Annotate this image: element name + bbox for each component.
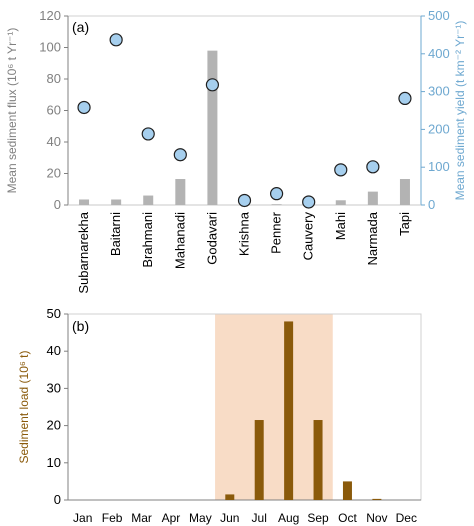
panel-a-category-label: Mahanadi	[172, 212, 187, 269]
panel-a-left-tick-label: 100	[39, 40, 61, 55]
panel-b-month-label: Aug	[278, 511, 299, 525]
panel-a-flux-bar	[335, 200, 346, 205]
panel-b-month-label: Feb	[102, 511, 123, 525]
panel-b-load-bar	[372, 498, 382, 500]
panel-b-y-tick-label: 30	[47, 380, 61, 395]
panel-b-month-label: Jul	[252, 511, 267, 525]
panel-b-y-tick-label: 50	[47, 306, 61, 321]
panel-a-flux-bar	[367, 191, 378, 205]
panel-a-yield-point	[77, 100, 91, 115]
panel-b-y-tick-label: 40	[47, 343, 61, 358]
panel-a-category-label: Brahmani	[140, 212, 155, 268]
panel-b-month-label: Nov	[366, 511, 387, 525]
panel-b-month-label: Mar	[131, 511, 152, 525]
panel-a-sediment-flux-chart: 0 20 40 60 80 100 120 0 100 200 300 400 500 Subarnare…	[5, 8, 467, 294]
panel-a-category-label: Tapi	[397, 212, 412, 236]
panel-b-load-bar	[313, 420, 323, 500]
panel-b-month-label: Sep	[307, 511, 329, 525]
panel-a-yield-point	[237, 193, 252, 208]
panel-a-plot-frame	[67, 15, 422, 206]
panel-a-category-label: Subarnarekha	[76, 211, 91, 293]
panel-a-left-y-axis-label: Mean sediment flux (10⁶ t Yr⁻¹)	[5, 28, 19, 194]
panel-a-left-tick-label: 80	[47, 71, 61, 86]
panel-a-right-tick-label: 200	[428, 121, 450, 136]
panel-a-category-label: Baitarni	[108, 212, 123, 256]
panel-b-y-axis-label: Sediment load (10⁶ t)	[17, 350, 31, 463]
panel-a-yield-point	[334, 163, 348, 177]
panel-b-y-tick-label: 10	[47, 455, 61, 470]
panel-a-left-tick-label: 120	[39, 8, 61, 23]
panel-a-category-label: Cauvery	[301, 212, 316, 261]
panel-a-right-tick-label: 100	[428, 159, 450, 174]
panel-b-month-label: Apr	[162, 511, 181, 525]
panel-b-highlight-region	[215, 314, 333, 500]
panel-b-load-bar	[284, 321, 294, 500]
panel-a-right-y-axis-label: Mean sediment yield (t km⁻² Yr⁻¹)	[453, 21, 467, 201]
panel-a-category-label: Godavari	[204, 212, 219, 265]
panel-a-yield-point	[269, 187, 284, 201]
panel-a-left-tick-label: 20	[47, 166, 61, 181]
panel-b-label: (b)	[72, 318, 89, 334]
panel-a-category-label: Narmada	[365, 211, 380, 265]
panel-a-flux-bar	[271, 204, 282, 205]
panel-a-right-tick-label: 500	[428, 8, 450, 23]
panel-a-left-tick-label: 40	[47, 134, 61, 149]
panel-a-flux-bar	[207, 50, 218, 206]
panel-b-load-bar	[254, 420, 264, 500]
panel-b-month-label: May	[189, 511, 212, 525]
panel-a-flux-bar	[111, 199, 122, 205]
panel-a-left-tick-label: 60	[47, 103, 61, 118]
panel-a-flux-bar	[399, 179, 410, 205]
panel-a-right-tick-label: 0	[428, 197, 435, 212]
panel-a-yield-point	[366, 160, 380, 174]
panel-a-category-label: Penner	[269, 211, 284, 254]
panel-a-yield-point	[173, 148, 187, 162]
panel-a-right-tick-label: 400	[428, 46, 450, 61]
panel-a-yield-point	[398, 91, 412, 106]
panel-a-yield-point	[109, 33, 123, 47]
panel-a-flux-bar	[79, 199, 90, 205]
panel-a-category-label: Mahi	[333, 212, 348, 240]
panel-b-monthly-sediment-load-chart: 0 10 20 30 40 50 Jan Feb Mar Apr May Jun Jul Aug Sep Oc…	[17, 306, 422, 525]
panel-b-month-label: Oct	[338, 511, 357, 525]
panel-a-yield-point	[205, 78, 220, 92]
panel-a-flux-bar	[143, 195, 154, 205]
panel-b-load-bar	[342, 481, 352, 500]
panel-b-y-tick-label: 20	[47, 418, 61, 433]
panel-a-flux-bar	[175, 179, 186, 205]
panel-a-right-tick-label: 300	[428, 84, 450, 99]
panel-b-load-bar	[225, 494, 235, 500]
panel-a-yield-point	[141, 127, 155, 141]
panel-a-label: (a)	[72, 19, 89, 35]
panel-a-category-label: Krishna	[237, 211, 252, 256]
panel-b-month-label: Jun	[220, 511, 239, 525]
panel-b-month-label: Jan	[73, 511, 92, 525]
panel-a-left-tick-label: 0	[54, 197, 61, 212]
panel-b-y-tick-label: 0	[54, 492, 61, 507]
panel-b-month-label: Dec	[396, 511, 417, 525]
panel-a-yield-point	[302, 195, 316, 209]
